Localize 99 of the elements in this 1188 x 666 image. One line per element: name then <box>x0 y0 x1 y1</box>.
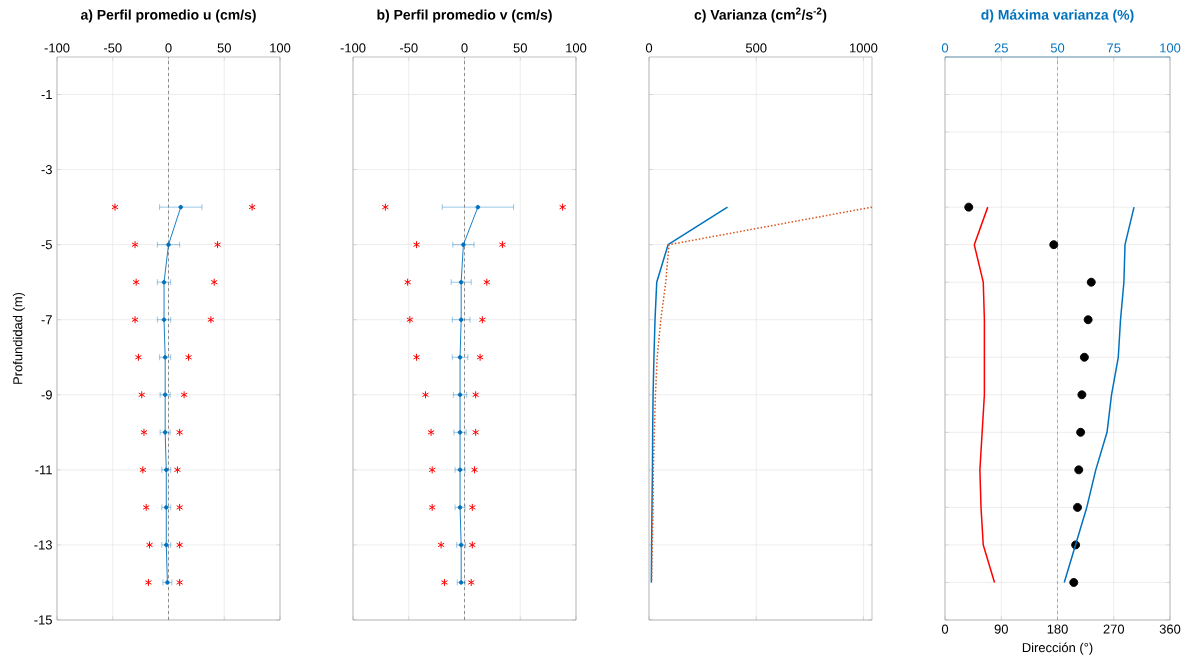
x-tick-label: 0 <box>165 43 172 53</box>
point <box>144 578 152 587</box>
point <box>458 279 464 285</box>
x-tick-label: 100 <box>270 43 291 53</box>
point <box>131 240 139 249</box>
point <box>161 279 167 285</box>
x2-tick-label: 75 <box>1107 43 1121 53</box>
point <box>1077 390 1087 400</box>
point <box>472 390 480 399</box>
x-tick-label: -50 <box>399 43 418 53</box>
point <box>437 540 445 549</box>
point <box>140 428 148 437</box>
point <box>472 428 480 437</box>
y-tick-label: -3 <box>41 165 52 175</box>
point <box>1086 277 1096 287</box>
x-tick-label: 100 <box>566 43 587 53</box>
y-tick-label: -9 <box>41 390 52 400</box>
point <box>138 390 146 399</box>
point <box>478 315 486 324</box>
point <box>178 204 184 210</box>
point <box>176 428 184 437</box>
y-axis-title: Profundidad (m) <box>12 292 25 384</box>
y-tick-label: -15 <box>34 615 52 625</box>
chart-title: b) Perfil promedio v (cm/s) <box>377 9 552 23</box>
point <box>457 430 463 435</box>
point <box>142 503 150 512</box>
x-tick-label: -50 <box>103 43 122 53</box>
point <box>1083 315 1093 325</box>
point <box>1076 427 1086 437</box>
x-tick-label: 180 <box>1047 624 1068 634</box>
x-tick-label: 1000 <box>850 43 878 53</box>
point <box>161 317 167 322</box>
x-tick-label: -100 <box>340 43 366 53</box>
point <box>173 465 181 474</box>
point <box>381 203 389 212</box>
point <box>248 203 256 212</box>
x-axis-title: Dirección (°) <box>1022 642 1093 655</box>
y-tick-label: -1 <box>41 90 52 99</box>
point <box>111 203 119 212</box>
chart-title: d) Máxima varianza (%) <box>981 9 1134 23</box>
point <box>210 278 218 287</box>
point <box>413 240 421 249</box>
x-tick-label: -100 <box>44 43 70 53</box>
point <box>1069 578 1079 587</box>
point <box>427 428 435 437</box>
point <box>476 353 484 362</box>
point <box>440 578 448 587</box>
x-tick-label: 360 <box>1159 624 1181 634</box>
point <box>421 390 430 399</box>
point <box>457 392 463 398</box>
point <box>132 278 140 287</box>
point <box>1049 240 1059 250</box>
point <box>146 540 154 549</box>
x-tick-label: 500 <box>745 43 767 53</box>
y-tick-label: -13 <box>34 540 52 550</box>
point <box>483 278 491 287</box>
point <box>214 240 222 249</box>
point <box>185 353 193 362</box>
y-tick-label: -5 <box>41 240 52 250</box>
point <box>176 503 184 512</box>
x2-tick-label: 25 <box>994 43 1008 53</box>
point <box>1074 465 1084 475</box>
x-tick-label: 270 <box>1103 624 1125 634</box>
y-tick-label: -7 <box>41 315 52 325</box>
point <box>964 202 974 212</box>
y-tick-label: -11 <box>35 465 52 475</box>
x-tick-label: 0 <box>461 43 468 53</box>
point <box>176 578 184 587</box>
point <box>498 240 506 249</box>
point <box>471 465 479 474</box>
point <box>404 278 412 287</box>
point <box>207 315 215 324</box>
point <box>428 503 436 512</box>
point <box>457 355 463 360</box>
chart-title: c) Varianza (cm$^{2}$/s$^{-2}$) <box>694 7 827 23</box>
point <box>131 315 139 324</box>
chart-title: a) Perfil promedio u (cm/s) <box>80 9 256 23</box>
point <box>428 465 436 474</box>
point <box>468 503 476 512</box>
x-tick-label: 0 <box>941 624 949 634</box>
x-tick-label: 50 <box>513 43 527 53</box>
point <box>139 465 147 474</box>
point <box>1079 352 1089 362</box>
point <box>1073 502 1082 512</box>
point <box>467 578 475 587</box>
point <box>559 203 567 212</box>
point <box>468 540 476 549</box>
x-tick-label: 90 <box>994 624 1008 634</box>
point <box>134 353 142 362</box>
point <box>166 242 171 247</box>
point <box>458 317 464 322</box>
point <box>180 390 188 399</box>
point <box>461 242 466 247</box>
x-tick-label: 0 <box>645 43 653 53</box>
point <box>475 204 481 210</box>
point <box>413 353 421 362</box>
x-tick-label: 50 <box>217 43 231 53</box>
point <box>176 540 184 549</box>
point <box>406 315 414 324</box>
